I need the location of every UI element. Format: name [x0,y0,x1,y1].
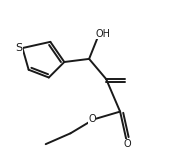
Text: O: O [88,114,96,124]
Text: O: O [123,139,131,149]
Text: S: S [15,43,22,53]
Text: OH: OH [96,29,111,39]
